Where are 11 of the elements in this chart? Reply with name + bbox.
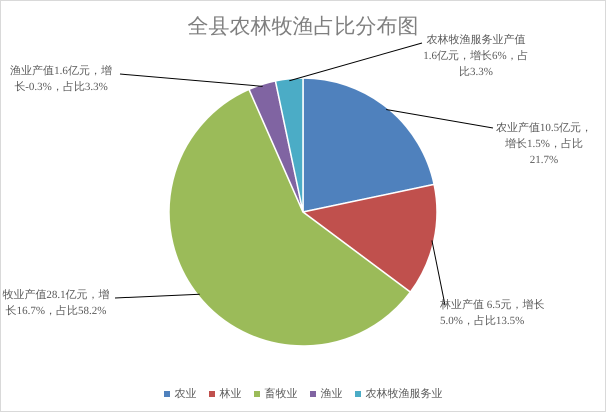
- legend-label: 农业: [174, 388, 196, 400]
- legend-label: 农林牧渔服务业: [366, 388, 442, 400]
- data-label: 牧业产值28.1亿元，增长16.7%，占比58.2%: [1, 288, 111, 319]
- data-label: 农业产值10.5亿元，增长1.5%，占比21.7%: [494, 120, 594, 168]
- data-label: 渔业产值1.6亿元，增长-0.3%，占比3.3%: [9, 64, 113, 95]
- data-label: 林业产值 6.5元，增长5.0%，占比13.5%: [440, 298, 546, 329]
- legend-label: 林业: [220, 388, 242, 400]
- legend-label: 畜牧业: [264, 388, 298, 400]
- chart-title: 全县农林牧渔占比分布图: [188, 14, 418, 38]
- legend-label: 渔业: [320, 388, 342, 400]
- data-label: 农林牧渔服务业产值1.6亿元，增长6%，占比3.3%: [422, 32, 530, 80]
